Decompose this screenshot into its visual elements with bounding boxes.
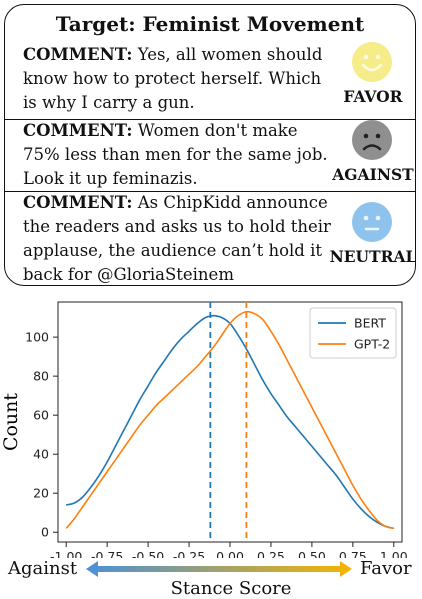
against-label: Against bbox=[8, 558, 78, 579]
comment-against: COMMENT: Women don't make 75% less than … bbox=[23, 119, 333, 191]
x-tick-label: -0.75 bbox=[91, 549, 123, 558]
x-tick-label: 0.00 bbox=[216, 549, 244, 558]
x-tick-label: 0.50 bbox=[298, 549, 326, 558]
smiley-face-icon bbox=[351, 41, 393, 83]
comment-favor: COMMENT: Yes, all women should know how … bbox=[23, 43, 333, 115]
stance-label-neutral: NEUTRAL bbox=[329, 247, 416, 266]
divider bbox=[5, 119, 415, 120]
comment-label: COMMENT: bbox=[23, 45, 133, 64]
stance-score-chart: -1.00 -0.75 -0.50 -0.25 0.00 0.25 0.50 0.75 1.00… bbox=[0, 301, 408, 558]
legend-label: GPT-2 bbox=[354, 337, 390, 352]
x-axis-label: Stance Score bbox=[170, 578, 292, 599]
comment-text: Women don't make 75% less than men for t… bbox=[23, 121, 328, 188]
x-tick-label: -0.50 bbox=[132, 549, 164, 558]
stance-scale-arrow bbox=[86, 560, 352, 582]
neutral-face-icon bbox=[351, 201, 393, 243]
y-tick-label: 20 bbox=[33, 486, 49, 501]
comment-neutral: COMMENT: As ChipKidd announce the reader… bbox=[23, 191, 333, 285]
comment-text: As ChipKidd announce the readers and ask… bbox=[23, 193, 331, 284]
x-tick-label: 0.25 bbox=[257, 549, 285, 558]
y-axis-label: Count bbox=[0, 393, 22, 451]
series-line-gpt-2 bbox=[65, 310, 394, 530]
stance-label-against: AGAINST bbox=[332, 165, 414, 184]
comment-label: COMMENT: bbox=[23, 193, 133, 212]
x-tick-label: 1.00 bbox=[380, 549, 408, 558]
divider bbox=[5, 191, 415, 192]
panel-title: Target: Feminist Movement bbox=[55, 12, 365, 36]
x-tick-label: -0.25 bbox=[173, 549, 205, 558]
favor-label: Favor bbox=[360, 558, 412, 579]
x-tick-label: 0.75 bbox=[339, 549, 367, 558]
legend: BERT GPT-2 bbox=[309, 307, 397, 359]
comment-label: COMMENT: bbox=[23, 121, 133, 140]
y-tick-label: 40 bbox=[33, 447, 49, 462]
stance-label-favor: FAVOR bbox=[343, 87, 403, 106]
x-tick-label: -1.00 bbox=[50, 549, 82, 558]
y-tick-label: 60 bbox=[33, 408, 49, 423]
legend-box bbox=[309, 307, 397, 359]
y-tick-label: 0 bbox=[41, 525, 49, 540]
example-comments-panel: Target: Feminist Movement COMMENT: Yes, … bbox=[4, 4, 416, 286]
legend-label: BERT bbox=[354, 316, 386, 331]
y-tick-label: 80 bbox=[33, 369, 49, 384]
y-tick-label: 100 bbox=[25, 330, 49, 345]
comment-text: Yes, all women should know how to protec… bbox=[23, 45, 323, 112]
sad-face-icon bbox=[351, 119, 393, 161]
